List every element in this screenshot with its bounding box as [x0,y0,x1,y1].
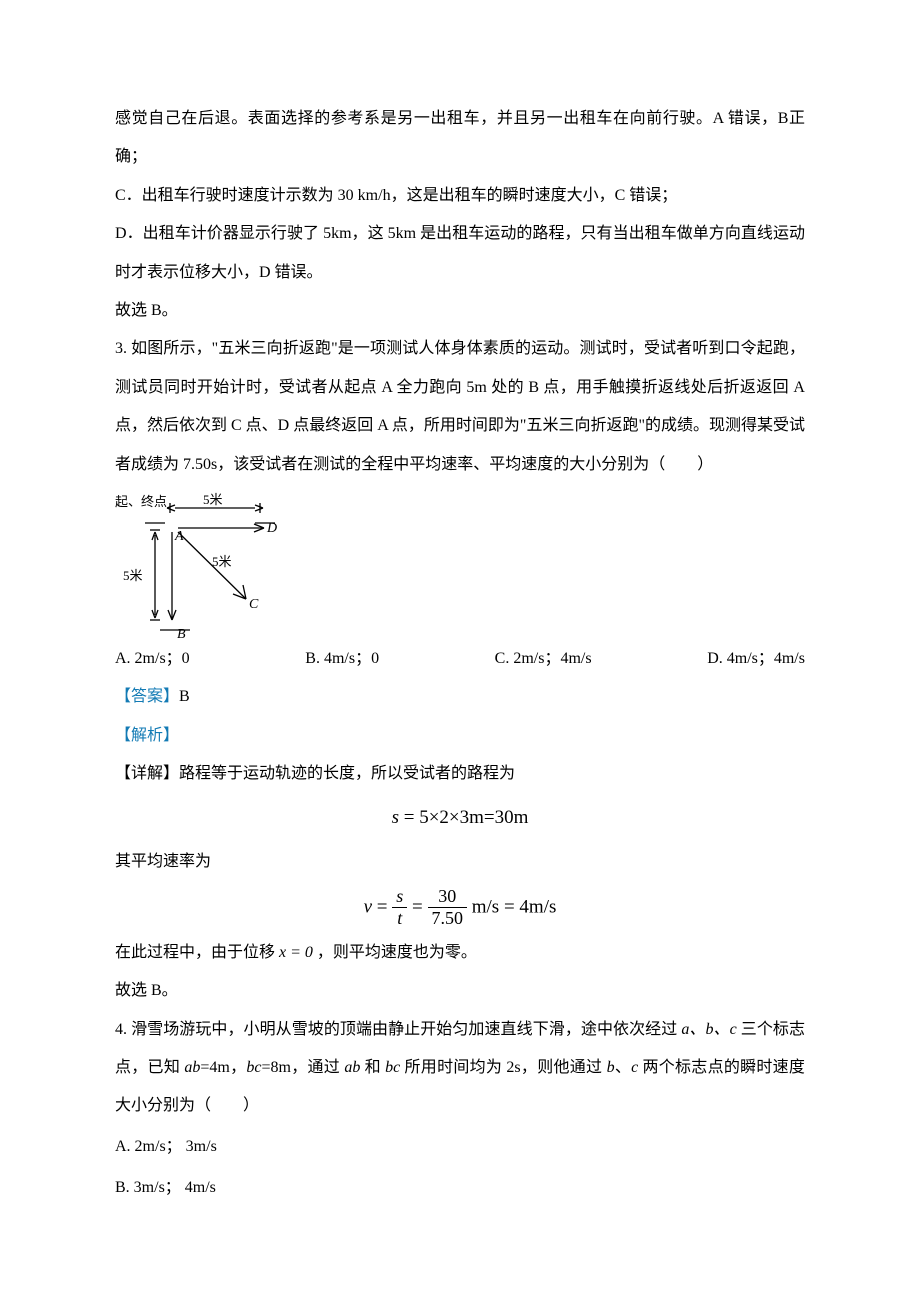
q3-option-c: C. 2m/s；4m/s [495,640,592,678]
q2-conclusion: 故选 B。 [115,292,805,330]
diagram-label-5m-diag: 5米 [212,554,232,569]
q3-formula-v: v = st = 307.50 m/s = 4m/s [115,886,805,930]
disp-post: ，则平均速度也为零。 [313,944,477,961]
diagram-node-a: A [174,529,184,544]
q3-avg-speed-label: 其平均速率为 [115,843,805,881]
q4-ab: ab [184,1059,200,1076]
q3-stem: 3. 如图所示，"五米三向折返跑"是一项测试人体身体素质的运动。测试时，受试者听… [115,330,805,484]
q3-detail-intro: 【详解】路程等于运动轨迹的长度，所以受试者的路程为 [115,755,805,793]
diagram-label-5m-top: 5米 [203,492,223,507]
q3-diagram: 起、终点 5米 D A 5米 5米 C B [115,490,295,640]
q3-option-a: A. 2m/s；0 [115,640,190,678]
diagram-node-b: B [177,627,186,640]
disp-pre: 在此过程中，由于位移 [115,944,279,961]
formula-v-frac2: 307.50 [428,886,468,930]
q2-explain-d: D．出租车计价器显示行驶了 5km，这 5km 是出租车运动的路程，只有当出租车… [115,215,805,292]
formula-v-lhs: v [364,896,372,917]
q3-displacement-line: 在此过程中，由于位移 x = 0 ，则平均速度也为零。 [115,934,805,972]
q3-answer: 【答案】B [115,678,805,716]
q4-option-a: A. 2m/s； 3m/s [115,1126,805,1168]
disp-expr: x = 0 [279,944,313,961]
q2-explain-ab: 感觉自己在后退。表面选择的参考系是另一出租车，并且另一出租车在向前行驶。A 错误… [115,100,805,177]
analysis-label: 【解析】 [115,727,179,744]
diagram-node-c: C [249,597,259,612]
q4-bc2: bc [385,1059,400,1076]
formula-v-frac1: st [392,886,407,930]
q4-abval: =4m， [200,1059,246,1076]
answer-value: B [179,688,190,705]
q4-option-b: B. 3m/s； 4m/s [115,1167,805,1209]
q2-explain-c: C．出租车行驶时速度计示数为 30 km/h，这是出租车的瞬时速度大小，C 错误… [115,177,805,215]
diagram-label-5m-left: 5米 [123,568,143,583]
q4-sep: 、 [615,1059,632,1076]
q3-option-b: B. 4m/s；0 [305,640,379,678]
q4-abc: a、b、c [681,1021,736,1038]
q4-ab2: ab [344,1059,360,1076]
q3-analysis-label: 【解析】 [115,717,805,755]
q4-stem-post: 所用时间均为 2s，则他通过 [400,1059,606,1076]
formula-s-lhs: s [392,807,399,828]
q4-b: b [607,1059,615,1076]
q3-formula-s: s = 5×2×3m=30m [115,797,805,839]
diagram-label-start: 起、终点 [115,494,167,509]
q4-bc: bc [246,1059,261,1076]
q3-options: A. 2m/s；0 B. 4m/s；0 C. 2m/s；4m/s D. 4m/s… [115,640,805,678]
formula-s-eq: = 5×2×3m=30m [404,807,529,828]
q4-stem-pre: 4. 滑雪场游玩中，小明从雪坡的顶端由静止开始匀加速直线下滑，途中依次经过 [115,1021,681,1038]
q4-stem: 4. 滑雪场游玩中，小明从雪坡的顶端由静止开始匀加速直线下滑，途中依次经过 a、… [115,1011,805,1126]
page: 感觉自己在后退。表面选择的参考系是另一出租车，并且另一出租车在向前行驶。A 错误… [0,0,920,1302]
answer-label: 【答案】 [115,688,179,705]
diagram-node-d: D [266,521,277,536]
q4-and: 和 [360,1059,385,1076]
q4-bcval: =8m，通过 [261,1059,344,1076]
q3-option-d: D. 4m/s；4m/s [707,640,805,678]
q3-conclusion: 故选 B。 [115,972,805,1010]
